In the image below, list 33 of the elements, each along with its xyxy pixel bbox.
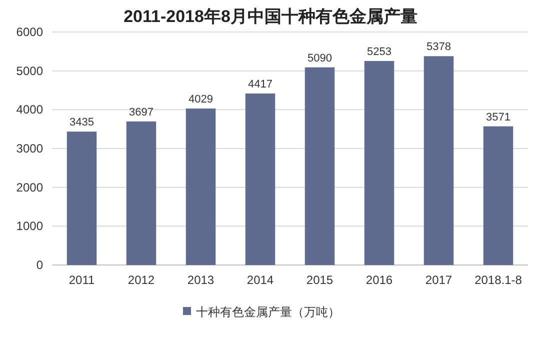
bar bbox=[424, 56, 454, 265]
x-tick-label: 2012 bbox=[128, 273, 155, 287]
chart-title: 2011-2018年8月中国十种有色金属产量 bbox=[124, 7, 418, 26]
x-tick-label: 2013 bbox=[187, 273, 214, 287]
y-tick-label: 5000 bbox=[16, 64, 44, 78]
data-label: 4029 bbox=[188, 94, 213, 106]
bar bbox=[483, 126, 514, 265]
x-tick-label: 2015 bbox=[306, 273, 334, 287]
bar bbox=[126, 121, 156, 265]
x-tick-label: 2018.1-8 bbox=[474, 273, 522, 287]
data-label: 5378 bbox=[426, 41, 451, 54]
y-tick-label: 1000 bbox=[16, 219, 44, 234]
data-label: 4417 bbox=[248, 78, 272, 90]
y-tick-label: 3000 bbox=[16, 142, 44, 156]
bar bbox=[186, 108, 216, 265]
x-tick-label: 2016 bbox=[366, 273, 393, 287]
y-tick-label: 6000 bbox=[16, 25, 44, 39]
bar bbox=[364, 61, 394, 265]
data-label: 3697 bbox=[129, 106, 154, 118]
x-tick-label: 2014 bbox=[246, 273, 274, 287]
x-tick-label: 2011 bbox=[68, 273, 95, 287]
data-label: 3571 bbox=[486, 111, 510, 124]
data-label: 3435 bbox=[70, 116, 94, 129]
data-label: 5253 bbox=[367, 46, 392, 58]
bar bbox=[245, 93, 276, 265]
y-tick-label: 2000 bbox=[16, 180, 44, 194]
y-tick-label: 4000 bbox=[16, 102, 44, 117]
x-tick-label: 2017 bbox=[425, 273, 452, 287]
bar bbox=[304, 67, 335, 265]
data-label: 5090 bbox=[308, 52, 332, 64]
y-tick-label: 0 bbox=[36, 258, 44, 272]
legend-label: 十种有色金属产量（万吨） bbox=[196, 305, 340, 319]
bar bbox=[66, 132, 97, 265]
